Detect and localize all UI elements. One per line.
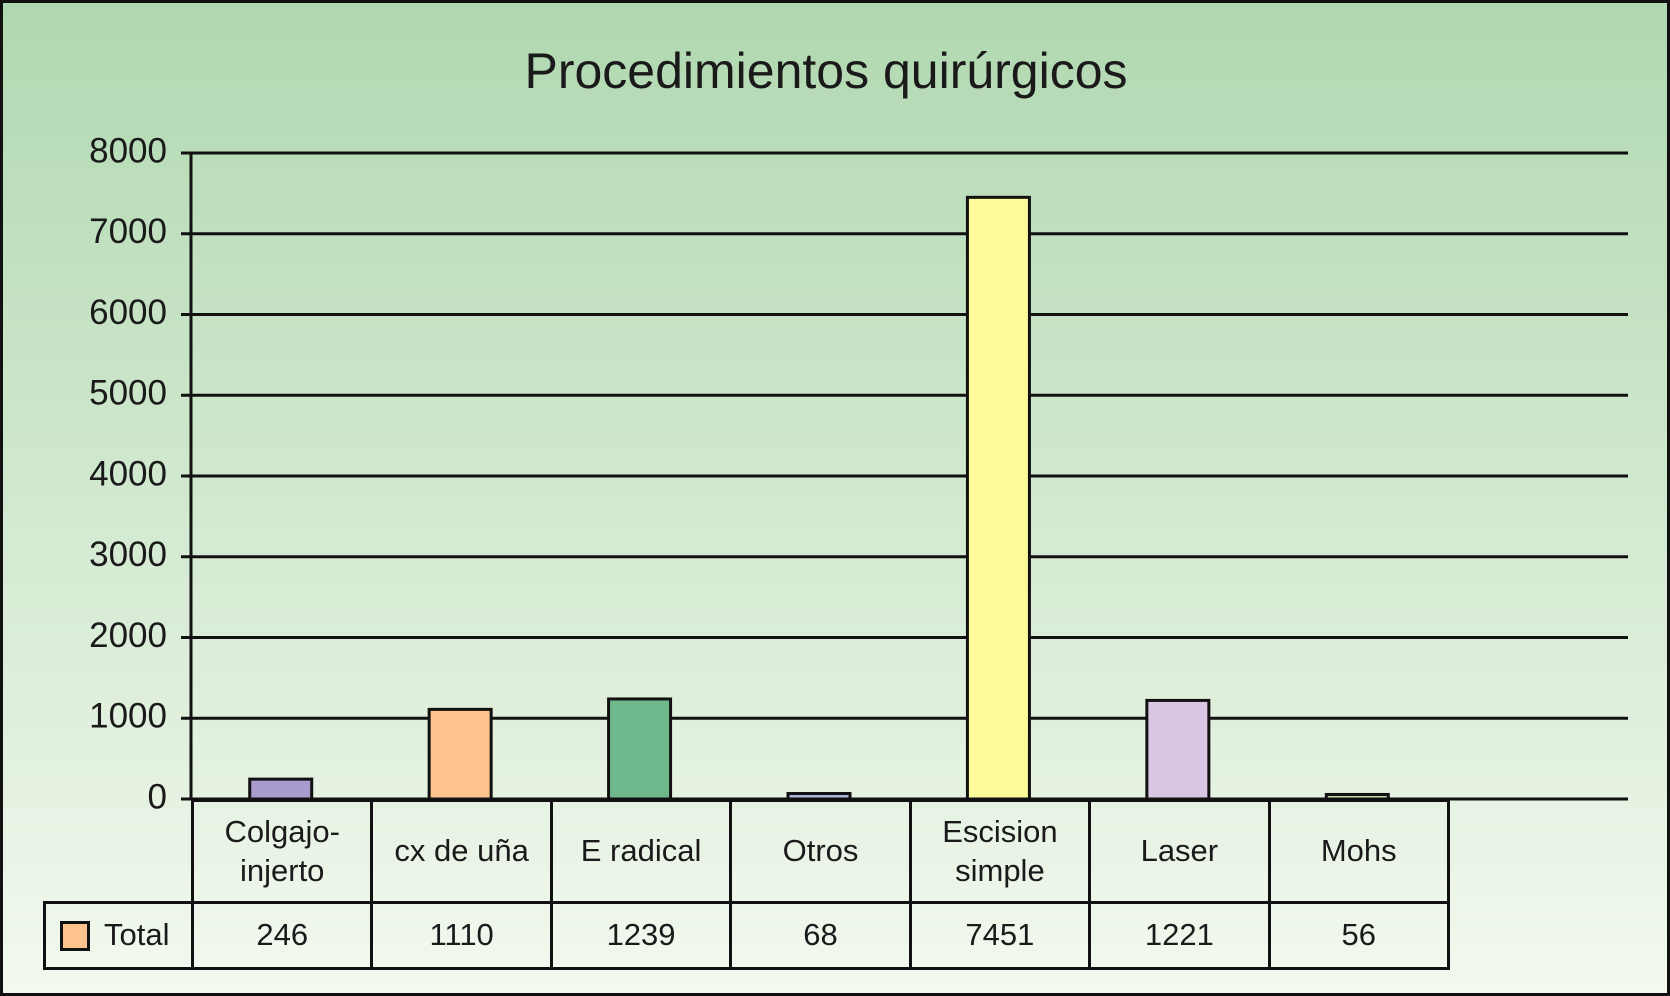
value-cell: 1239 [549, 901, 733, 970]
y-tick-label: 4000 [89, 454, 167, 493]
y-tick-label: 2000 [89, 616, 167, 655]
y-tick-label: 5000 [89, 374, 167, 413]
legend-cell: Total [43, 901, 194, 970]
value-cell: 246 [191, 901, 374, 970]
bar [248, 777, 314, 801]
y-tick-label: 0 [148, 777, 167, 816]
value-cell: 7451 [908, 901, 1092, 970]
legend-label: Total [104, 917, 170, 953]
category-cell: cx de uña [370, 799, 553, 904]
bar [607, 697, 673, 801]
legend-swatch [60, 920, 90, 951]
chart-title: Procedimientos quirúrgicos [524, 43, 1127, 99]
category-cell: Otros [729, 799, 912, 904]
y-tick-label: 6000 [89, 293, 167, 332]
bar [786, 792, 852, 801]
y-tick-label: 3000 [89, 535, 167, 574]
y-tick-label: 8000 [89, 131, 167, 170]
value-cell: 1221 [1088, 901, 1271, 970]
category-cell: Mohs [1267, 799, 1450, 904]
bar [427, 707, 493, 801]
category-cell: Laser [1088, 799, 1271, 904]
bar [1145, 698, 1211, 801]
y-tick-label: 7000 [89, 212, 167, 251]
category-cell: E radical [549, 799, 733, 904]
value-cell: 56 [1267, 901, 1450, 970]
category-cell: Escision simple [908, 799, 1092, 904]
y-tick-label: 1000 [89, 697, 167, 736]
bar [965, 195, 1031, 801]
category-cell: Colgajo-injerto [191, 799, 374, 904]
value-cell: 1110 [370, 901, 553, 970]
value-cell: 68 [729, 901, 912, 970]
